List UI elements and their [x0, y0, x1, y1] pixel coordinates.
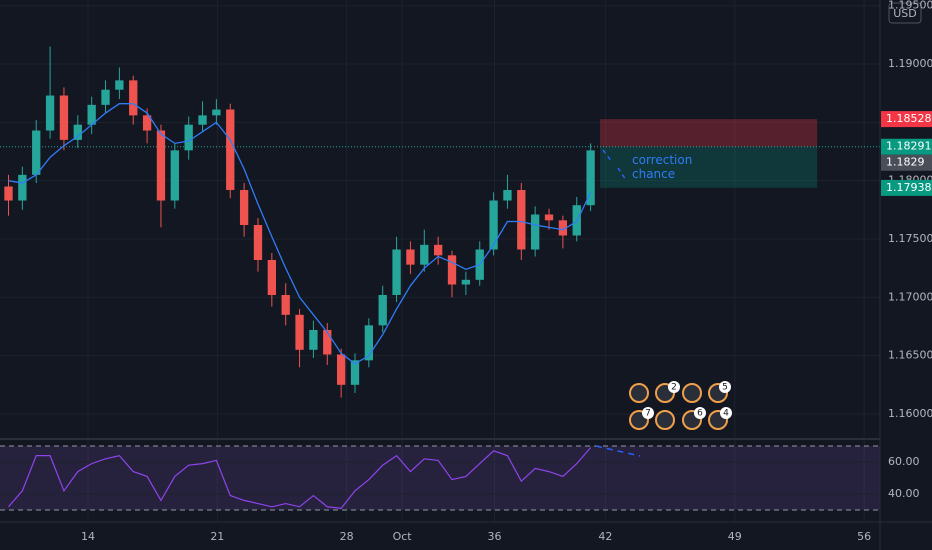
candle-body — [336, 354, 346, 385]
candle-body — [87, 104, 96, 125]
candle-body — [142, 115, 152, 131]
badge — [642, 407, 654, 419]
candle-body — [212, 109, 221, 116]
event-icon[interactable] — [682, 383, 702, 403]
candle-body — [586, 150, 595, 206]
candle-body — [378, 294, 387, 326]
x-tick-label: Oct — [393, 530, 413, 543]
price-tag-label: 1.18291 — [886, 140, 932, 153]
candle-body — [170, 150, 179, 201]
price-tag-label: 1.18528 — [886, 112, 932, 125]
x-tick-label: 56 — [857, 530, 871, 543]
candle-body — [420, 244, 429, 265]
event-icon[interactable] — [629, 383, 649, 403]
y-tick-label: 1.17500 — [888, 232, 932, 245]
candle-body — [239, 190, 249, 226]
candle-body — [4, 186, 13, 201]
candle-body — [184, 124, 193, 151]
currency-box[interactable] — [888, 2, 922, 24]
candle-body — [45, 95, 55, 131]
badge-count: 7 — [645, 409, 651, 419]
events: 2 5 7 6 4 — [629, 381, 732, 430]
candle-body — [531, 214, 540, 250]
candle-body — [198, 115, 207, 125]
currency: USD — [893, 7, 917, 20]
candle-body — [433, 244, 443, 256]
candle-body — [461, 279, 471, 285]
arrow — [595, 445, 641, 457]
y-tick-label: 1.16500 — [888, 349, 932, 362]
badge-count: 4 — [723, 409, 729, 419]
candle-body — [59, 95, 69, 140]
candle-body — [517, 190, 526, 250]
moving-average — [8, 103, 592, 365]
target-zone — [600, 146, 818, 188]
candle-body — [558, 220, 568, 236]
candle-body — [18, 174, 27, 201]
x-tick-label: 14 — [81, 530, 95, 543]
candle-body — [406, 249, 415, 265]
price-tag-label: 1.1829 — [886, 156, 925, 169]
price-tag — [881, 154, 932, 171]
rsi-line — [8, 447, 592, 510]
badge-count: 6 — [697, 409, 703, 419]
arrow — [602, 149, 613, 163]
candle-body — [503, 190, 512, 201]
badge — [719, 381, 731, 393]
candle-body — [226, 109, 235, 191]
badge — [694, 407, 706, 419]
x-tick-label: 36 — [488, 530, 502, 543]
candle-body — [267, 260, 276, 295]
x-tick-label: 49 — [728, 530, 742, 543]
candle-body — [73, 124, 82, 140]
x-tick-label: 42 — [598, 530, 612, 543]
candle-body — [544, 214, 554, 221]
zone-text: correction — [632, 153, 692, 167]
candle-body — [115, 80, 124, 90]
candle-body — [447, 255, 457, 285]
zone-text: chance — [632, 167, 675, 181]
badge-count: 2 — [671, 383, 677, 393]
x-tick-label: 28 — [340, 530, 354, 543]
badge — [720, 407, 732, 419]
stop-zone — [600, 119, 818, 147]
candle-body — [489, 200, 498, 250]
candle-body — [156, 130, 166, 201]
candle-body — [364, 325, 374, 361]
price-tag — [881, 179, 932, 196]
candle-body — [309, 329, 318, 350]
candle-body — [281, 294, 290, 315]
arrow — [617, 167, 627, 181]
rsi-tick-label: 40.00 — [888, 487, 920, 500]
y-tick-label: 1.19000 — [888, 57, 932, 70]
candle-body — [350, 360, 360, 385]
candle-body — [323, 329, 332, 355]
y-tick-label: 1.19500 — [888, 0, 932, 12]
candle-body — [32, 130, 41, 175]
candle-body — [253, 225, 263, 261]
price-tag — [881, 138, 932, 155]
rsi-tick-label: 60.00 — [888, 455, 920, 468]
badge-count: 5 — [722, 383, 728, 393]
rsi-band — [0, 446, 880, 510]
y-tick-label: 1.17000 — [888, 290, 932, 303]
candle-body — [101, 89, 110, 105]
candle-body — [295, 314, 304, 350]
candle-body — [129, 80, 138, 116]
event-icon[interactable] — [655, 410, 675, 430]
price-tag-label: 1.17938 — [886, 181, 932, 194]
candle-body — [392, 249, 401, 295]
y-tick-label: 1.16000 — [888, 407, 932, 420]
price-tag — [881, 111, 932, 128]
x-tick-label: 21 — [210, 530, 224, 543]
badge — [668, 381, 680, 393]
